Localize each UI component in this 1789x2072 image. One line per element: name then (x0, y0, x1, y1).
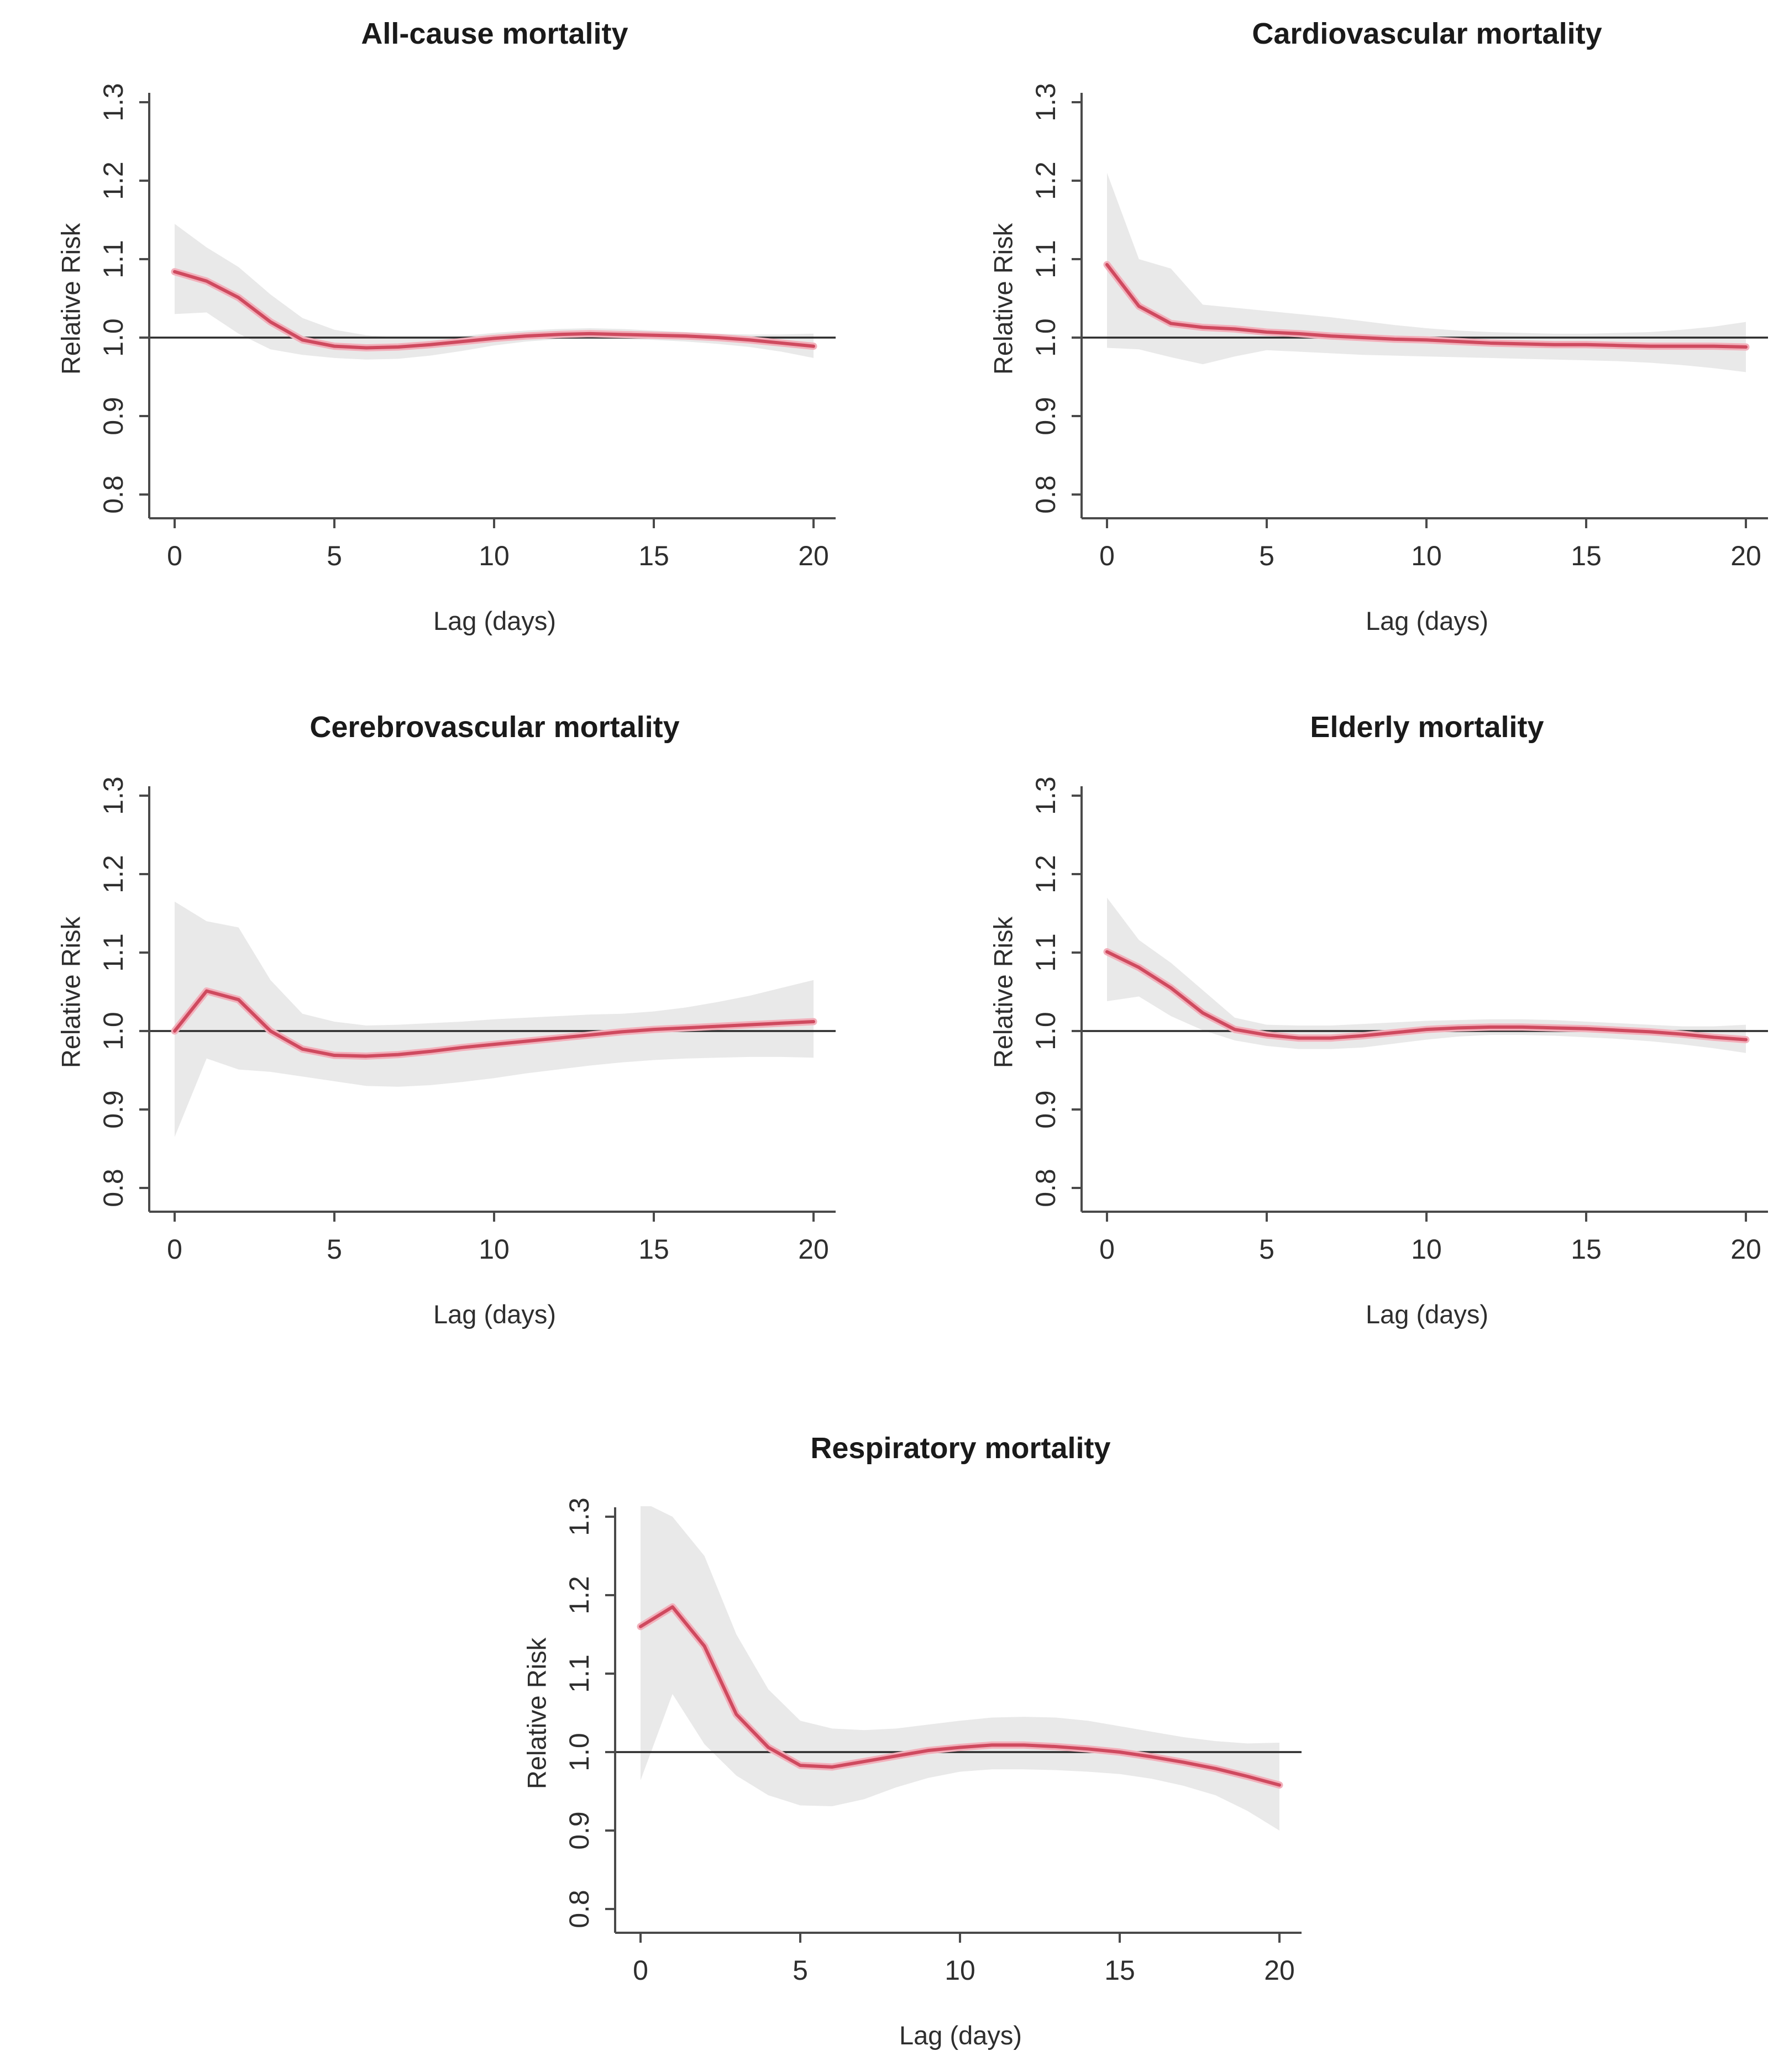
y-tick-label: 0.9 (1030, 1090, 1061, 1129)
y-tick-label: 1.3 (1030, 83, 1061, 122)
x-tick-label: 5 (1259, 1234, 1274, 1265)
x-tick-label: 10 (1411, 540, 1442, 571)
x-tick-label: 10 (479, 1234, 510, 1265)
x-tick-label: 20 (1730, 1234, 1761, 1265)
x-axis-label: Lag (days) (1365, 606, 1489, 635)
y-tick-label: 0.8 (564, 1890, 595, 1928)
y-tick-label: 0.8 (1030, 1169, 1061, 1207)
y-tick-label: 0.9 (98, 397, 129, 435)
panel-title: Cardiovascular mortality (1252, 17, 1602, 50)
y-tick-label: 1.3 (98, 776, 129, 815)
panel-respiratory-mortality: 0 5 10 15 20 0.8 0.9 1.0 1.1 1.2 1.3 Respiratory m… (488, 1423, 1345, 2072)
y-tick-label: 1.3 (98, 83, 129, 122)
x-tick-label: 5 (793, 1955, 808, 1986)
y-tick-label: 0.9 (1030, 397, 1061, 435)
y-tick-label: 1.1 (1030, 240, 1061, 278)
y-tick-label: 1.2 (564, 1576, 595, 1615)
y-tick-label: 0.8 (98, 475, 129, 514)
confidence-band (1107, 172, 1746, 372)
y-tick-label: 1.0 (1030, 318, 1061, 357)
x-tick-label: 20 (798, 1234, 829, 1265)
x-tick-label: 15 (1571, 1234, 1602, 1265)
y-tick-label: 1.2 (98, 855, 129, 893)
y-tick-label: 0.9 (564, 1811, 595, 1850)
x-tick-label: 0 (167, 1234, 182, 1265)
plot-respiratory-mortality: 0 5 10 15 20 0.8 0.9 1.0 1.1 1.2 1.3 (564, 1497, 1302, 1986)
y-tick-label: 1.2 (1030, 855, 1061, 893)
panel-all-cause-mortality: 0 5 10 15 20 0.8 0.9 1.0 1.1 1.2 1.3 All-cause mor… (22, 9, 879, 669)
x-tick-label: 20 (1730, 540, 1761, 571)
panel-title: Elderly mortality (1310, 711, 1544, 744)
panel-title: Cerebrovascular mortality (309, 711, 680, 744)
y-tick-label: 1.1 (564, 1654, 595, 1693)
y-tick-label: 0.8 (1030, 475, 1061, 514)
confidence-band (641, 1506, 1279, 1831)
confidence-band (175, 901, 814, 1137)
x-tick-label: 5 (327, 540, 342, 571)
y-tick-label: 0.9 (98, 1090, 129, 1129)
y-tick-label: 1.3 (1030, 776, 1061, 815)
x-tick-label: 0 (633, 1955, 648, 1986)
y-tick-label: 1.2 (98, 161, 129, 200)
y-tick-label: 1.1 (1030, 933, 1061, 972)
x-tick-label: 10 (1411, 1234, 1442, 1265)
x-tick-label: 15 (1104, 1955, 1135, 1986)
plot-elderly-mortality: 0 5 10 15 20 0.8 0.9 1.0 1.1 1.2 1.3 (1030, 776, 1768, 1265)
confidence-band (175, 224, 814, 360)
x-tick-label: 0 (1099, 540, 1115, 571)
x-axis-label: Lag (days) (899, 2021, 1022, 2050)
x-tick-label: 0 (1099, 1234, 1115, 1265)
y-tick-label: 1.0 (1030, 1012, 1061, 1050)
x-tick-label: 10 (945, 1955, 975, 1986)
panel-title: All-cause mortality (361, 17, 628, 50)
plot-cerebrovascular-mortality: 0 5 10 15 20 0.8 0.9 1.0 1.1 1.2 1.3 (98, 776, 836, 1265)
x-axis-label: Lag (days) (433, 1300, 557, 1329)
x-tick-label: 10 (479, 540, 510, 571)
x-tick-label: 20 (1264, 1955, 1295, 1986)
panel-title: Respiratory mortality (810, 1432, 1111, 1465)
plot-cardiovascular-mortality: 0 5 10 15 20 0.8 0.9 1.0 1.1 1.2 1.3 (1030, 83, 1768, 571)
x-tick-label: 15 (638, 540, 669, 571)
y-tick-label: 1.1 (98, 240, 129, 278)
y-tick-label: 1.2 (1030, 161, 1061, 200)
x-tick-label: 0 (167, 540, 182, 571)
panel-cerebrovascular-mortality: 0 5 10 15 20 0.8 0.9 1.0 1.1 1.2 1.3 Cerebrovascul… (22, 702, 879, 1363)
y-tick-label: 1.0 (98, 318, 129, 357)
risk-curve (639, 1605, 1281, 1787)
y-tick-label: 1.3 (564, 1497, 595, 1536)
x-tick-label: 5 (1259, 540, 1274, 571)
y-tick-label: 1.1 (98, 933, 129, 972)
x-tick-label: 15 (1571, 540, 1602, 571)
plot-all-cause-mortality: 0 5 10 15 20 0.8 0.9 1.0 1.1 1.2 1.3 (98, 83, 836, 571)
x-tick-label: 20 (798, 540, 829, 571)
risk-curve (1105, 950, 1748, 1042)
panel-elderly-mortality: 0 5 10 15 20 0.8 0.9 1.0 1.1 1.2 1.3 Elderly morta… (954, 702, 1789, 1363)
x-axis-label: Lag (days) (433, 606, 557, 635)
x-tick-label: 15 (638, 1234, 669, 1265)
x-tick-label: 5 (327, 1234, 342, 1265)
x-axis-label: Lag (days) (1365, 1300, 1489, 1329)
panel-cardiovascular-mortality: 0 5 10 15 20 0.8 0.9 1.0 1.1 1.2 1.3 Cardiovascula… (954, 9, 1789, 669)
y-tick-label: 1.0 (564, 1733, 595, 1771)
risk-curve (173, 270, 815, 350)
y-tick-label: 1.0 (98, 1012, 129, 1050)
y-tick-label: 0.8 (98, 1169, 129, 1207)
risk-curve (173, 989, 815, 1058)
risk-curve (1105, 262, 1748, 349)
